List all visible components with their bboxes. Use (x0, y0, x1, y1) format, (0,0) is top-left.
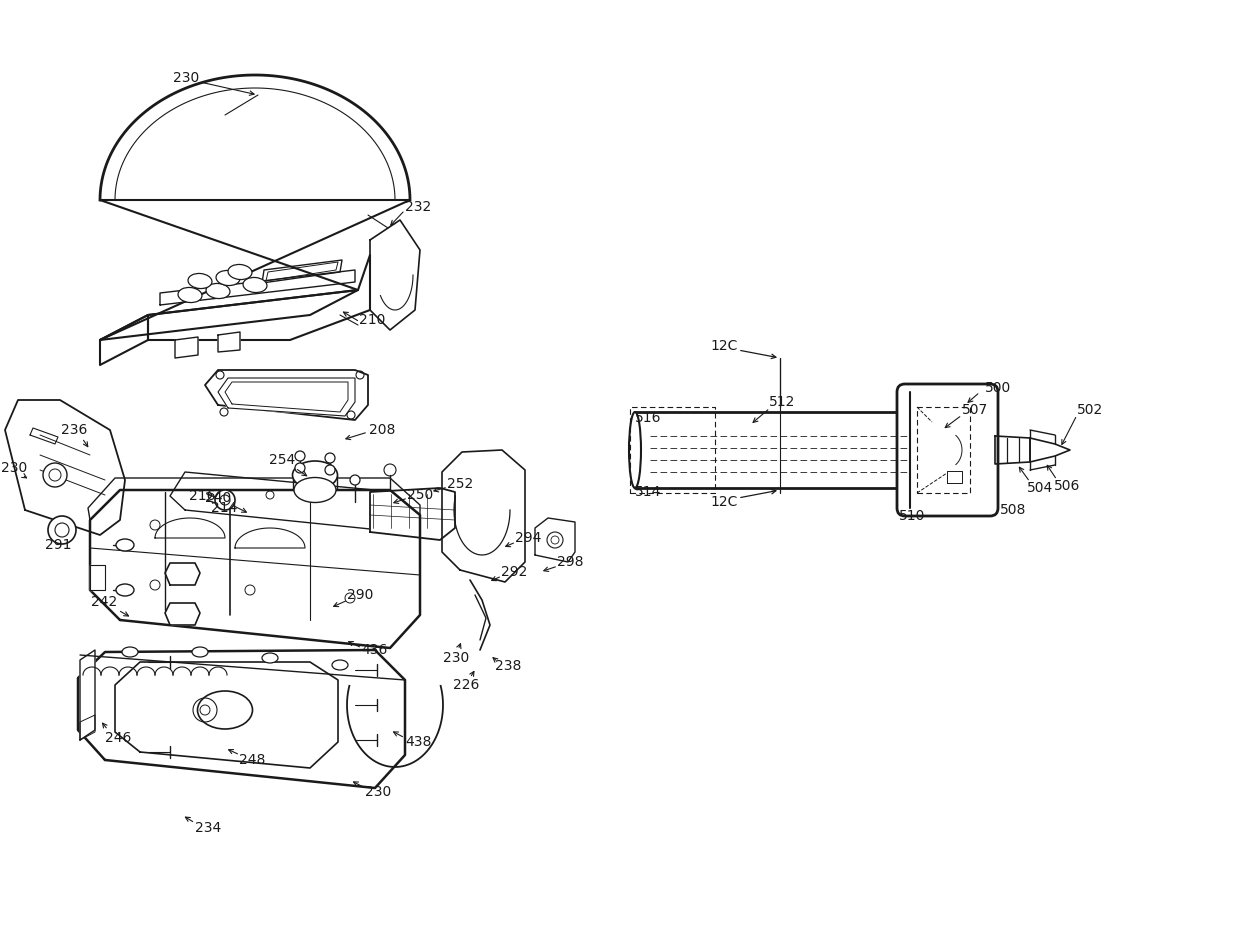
Ellipse shape (206, 283, 229, 298)
Circle shape (295, 451, 305, 461)
Polygon shape (148, 255, 370, 340)
Ellipse shape (243, 278, 267, 293)
Text: 508: 508 (999, 503, 1027, 517)
Text: 230: 230 (443, 651, 469, 665)
Polygon shape (91, 490, 420, 648)
Text: 230: 230 (172, 71, 200, 85)
Text: 506: 506 (1054, 479, 1080, 493)
Text: 12C: 12C (711, 339, 738, 353)
Circle shape (325, 465, 335, 475)
Text: 232: 232 (405, 200, 432, 214)
Ellipse shape (188, 273, 212, 289)
Text: 248: 248 (239, 753, 265, 767)
Text: 242: 242 (91, 595, 117, 609)
Ellipse shape (179, 287, 202, 303)
Text: 294: 294 (515, 531, 541, 545)
Polygon shape (170, 472, 396, 530)
Polygon shape (370, 220, 420, 330)
Text: 502: 502 (1076, 403, 1104, 417)
Text: 210: 210 (358, 313, 386, 327)
Ellipse shape (216, 270, 241, 285)
Polygon shape (994, 436, 1030, 464)
Text: 254: 254 (269, 453, 295, 467)
Text: 246: 246 (105, 731, 131, 745)
Ellipse shape (629, 412, 641, 488)
Polygon shape (218, 332, 241, 352)
Ellipse shape (197, 691, 253, 729)
Circle shape (48, 516, 76, 544)
Polygon shape (115, 662, 339, 768)
Polygon shape (100, 290, 358, 340)
Polygon shape (5, 400, 125, 535)
Text: 230: 230 (365, 785, 391, 799)
Text: 510: 510 (899, 509, 925, 523)
Ellipse shape (117, 539, 134, 551)
Ellipse shape (117, 584, 134, 596)
Text: 291: 291 (45, 538, 71, 552)
Polygon shape (165, 603, 200, 625)
Text: 216: 216 (188, 489, 216, 503)
Polygon shape (78, 650, 405, 788)
Polygon shape (100, 75, 410, 200)
FancyBboxPatch shape (897, 384, 998, 516)
Ellipse shape (332, 660, 348, 670)
Polygon shape (1030, 438, 1070, 462)
Ellipse shape (294, 478, 336, 502)
Text: 240: 240 (205, 491, 231, 505)
Text: 507: 507 (962, 403, 988, 417)
Circle shape (215, 490, 236, 510)
Text: 236: 236 (61, 423, 87, 437)
Polygon shape (218, 378, 355, 416)
Text: 298: 298 (557, 555, 583, 569)
Polygon shape (205, 370, 368, 420)
Text: 208: 208 (368, 423, 396, 437)
Ellipse shape (122, 647, 138, 657)
Text: 234: 234 (195, 821, 221, 835)
Circle shape (43, 463, 67, 487)
Polygon shape (441, 450, 525, 582)
Polygon shape (160, 270, 355, 305)
Polygon shape (165, 563, 200, 585)
Ellipse shape (192, 647, 208, 657)
Text: 238: 238 (495, 659, 521, 673)
Text: 504: 504 (1027, 481, 1053, 495)
Ellipse shape (293, 461, 337, 489)
Text: 290: 290 (347, 588, 373, 602)
Polygon shape (100, 315, 148, 365)
Text: 12C: 12C (711, 495, 738, 509)
Circle shape (295, 463, 305, 473)
Text: 516: 516 (635, 411, 661, 425)
Circle shape (325, 453, 335, 463)
Polygon shape (175, 337, 198, 358)
Text: 226: 226 (453, 678, 479, 692)
Text: 512: 512 (769, 395, 795, 409)
Text: 250: 250 (407, 488, 433, 502)
Text: 438: 438 (404, 735, 432, 749)
Polygon shape (262, 260, 342, 283)
Polygon shape (81, 650, 95, 740)
Text: 436: 436 (361, 643, 387, 657)
Ellipse shape (228, 265, 252, 280)
Circle shape (350, 475, 360, 485)
Polygon shape (534, 518, 575, 562)
Polygon shape (88, 478, 420, 520)
Text: 500: 500 (985, 381, 1011, 395)
Text: 514: 514 (635, 485, 661, 499)
Text: 230: 230 (1, 461, 27, 475)
Polygon shape (370, 488, 455, 540)
Polygon shape (91, 565, 105, 590)
Text: 252: 252 (446, 477, 474, 491)
Text: 292: 292 (501, 565, 527, 579)
Ellipse shape (262, 653, 278, 663)
Text: 214: 214 (211, 501, 237, 515)
